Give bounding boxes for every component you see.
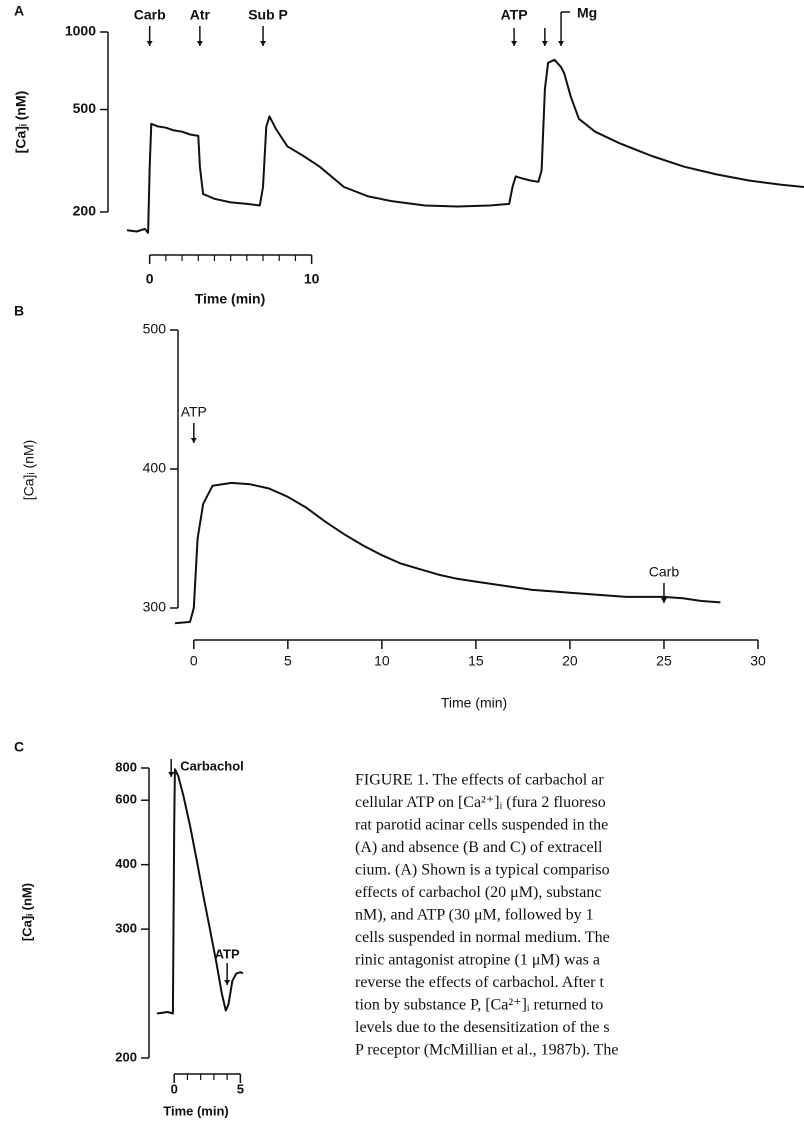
y-tick-label: 500 xyxy=(143,321,167,337)
y-tick-label: 1000 xyxy=(65,23,96,39)
x-tick-label: 0 xyxy=(190,653,198,669)
trace xyxy=(126,58,804,234)
annotation-label: Carb xyxy=(134,7,166,23)
caption-line: FIGURE 1. The effects of carbachol ar xyxy=(355,772,604,789)
y-axis-title: [Ca]ᵢ (nM) xyxy=(21,440,37,501)
x-tick-label: 5 xyxy=(284,653,292,669)
y-tick-label: 200 xyxy=(115,1049,137,1064)
x-tick-label: 30 xyxy=(750,653,766,669)
x-tick-label: 0 xyxy=(171,1081,178,1096)
annotation-arrow xyxy=(260,26,267,46)
annotation-label: ATP xyxy=(215,946,240,961)
annotation-label: Carb xyxy=(649,564,680,580)
caption-line: rat parotid acinar cells suspended in th… xyxy=(355,817,608,834)
panel-label: B xyxy=(14,303,24,319)
x-tick-label: 20 xyxy=(562,653,578,669)
x-axis-title: Time (min) xyxy=(441,695,507,711)
panel-label: A xyxy=(14,3,24,19)
arrow-head xyxy=(224,980,231,985)
annotation-arrow xyxy=(541,28,548,46)
caption-line: reverse the effects of carbachol. After … xyxy=(355,974,604,991)
y-axis-title: [Ca]ᵢ (nM) xyxy=(13,91,29,154)
x-tick-label: 0 xyxy=(146,271,154,287)
caption-line: P receptor (McMillian et al., 1987b). Th… xyxy=(355,1042,618,1059)
caption-line: cells suspended in normal medium. The xyxy=(355,929,610,946)
annotation-label: Carbachol xyxy=(180,758,244,773)
annotation-arrow xyxy=(168,759,175,777)
caption-line: nM), and ATP (30 μM, followed by 1 xyxy=(355,907,594,924)
y-tick-label: 400 xyxy=(143,460,167,476)
x-axis-title: Time (min) xyxy=(195,291,266,307)
y-tick-label: 300 xyxy=(115,921,137,936)
y-tick-label: 500 xyxy=(73,100,97,116)
annotation-label: Mg xyxy=(577,5,597,21)
x-tick-label: 10 xyxy=(304,271,320,287)
annotation-arrow xyxy=(146,26,153,46)
annotation-arrow xyxy=(196,26,203,46)
caption-line: effects of carbachol (20 μM), substanc xyxy=(355,884,601,901)
arrow-head xyxy=(260,41,267,46)
caption-line: (A) and absence (B and C) of extracell xyxy=(355,839,603,856)
caption-line: cium. (A) Shown is a typical compariso xyxy=(355,862,610,879)
annotation-arrow xyxy=(660,583,667,603)
annotation-label: Atr xyxy=(190,7,211,23)
annotation-arrow xyxy=(224,963,231,985)
caption-line: tion by substance P, [Ca²⁺]ᵢ returned to xyxy=(355,997,603,1014)
trace xyxy=(156,768,244,1015)
annotation-arrow xyxy=(190,423,197,443)
arrow-head xyxy=(511,41,518,46)
annotation-label: ATP xyxy=(501,7,528,23)
x-tick-label: 15 xyxy=(468,653,484,669)
x-tick-label: 5 xyxy=(237,1081,244,1096)
trace xyxy=(174,481,721,625)
annotation-arrow xyxy=(558,11,571,46)
caption-line: rinic antagonist atropine (1 μM) was a xyxy=(355,952,600,969)
arrow-head xyxy=(190,438,197,443)
arrow-head xyxy=(541,41,548,46)
y-tick-label: 300 xyxy=(143,599,167,615)
y-axis-title: [Ca]ᵢ (nM) xyxy=(19,883,34,941)
x-tick-label: 25 xyxy=(656,653,672,669)
arrow-head xyxy=(168,772,175,777)
y-tick-label: 200 xyxy=(73,203,97,219)
x-tick-label: 10 xyxy=(374,653,390,669)
arrow-head xyxy=(196,41,203,46)
annotation-label: ATP xyxy=(181,404,207,420)
panel-label: C xyxy=(14,739,24,755)
arrow-head xyxy=(660,598,667,603)
caption-line: cellular ATP on [Ca²⁺]ᵢ (fura 2 fluoreso xyxy=(355,794,606,811)
x-axis-title: Time (min) xyxy=(163,1103,229,1118)
y-tick-label: 800 xyxy=(115,759,137,774)
caption-line: levels due to the desensitization of the… xyxy=(355,1019,610,1036)
annotation-arrow xyxy=(511,28,518,46)
annotation-label: Sub P xyxy=(248,7,288,23)
y-tick-label: 400 xyxy=(115,856,137,871)
arrow-head xyxy=(558,41,565,46)
arrow-head xyxy=(146,41,153,46)
y-tick-label: 600 xyxy=(115,792,137,807)
